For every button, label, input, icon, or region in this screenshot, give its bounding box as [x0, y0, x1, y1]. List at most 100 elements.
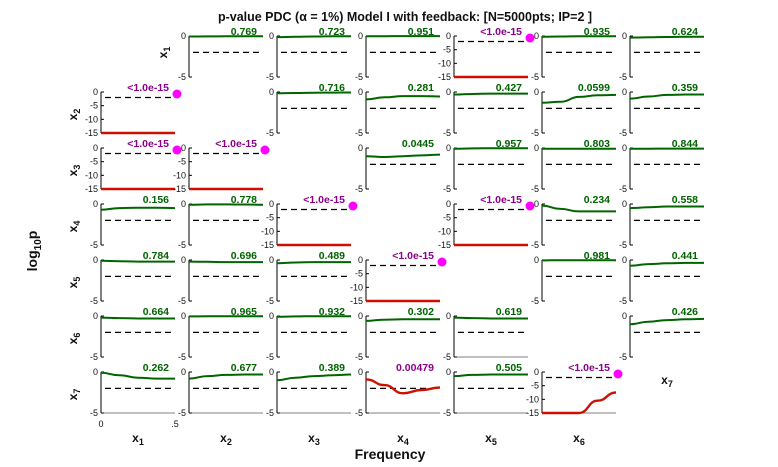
panel-r2-c5: 0 -5 0.427 — [443, 82, 528, 138]
panel-y-tick-label: 0 — [622, 311, 627, 321]
panel-y-tick-label: -5 — [355, 184, 363, 194]
panel-y-tick-label: -5 — [619, 72, 627, 82]
pvalue-curve — [365, 153, 441, 159]
panel-y-tick-label: 0 — [181, 367, 186, 377]
variable-label-subscript: 5 — [492, 437, 497, 447]
panel-y-tick-label: 0 — [622, 255, 627, 265]
pvalue-label: <1.0e-15 — [127, 82, 169, 94]
panel-y-tick-label: 0 — [446, 311, 451, 321]
variable-label-base: x — [573, 431, 580, 445]
panel-r7-c4: 0 -5 0.00479 — [355, 362, 441, 418]
pvalue-label: 0.784 — [143, 250, 169, 262]
pvalue-label: <1.0e-15 — [127, 138, 169, 150]
panel-r3-c7: 0 -5 0.844 — [619, 138, 704, 194]
pvalue-label: 0.302 — [408, 306, 434, 318]
panel-y-tick-label: 0 — [269, 199, 274, 209]
variable-label-base: x — [66, 169, 80, 176]
significance-marker — [525, 201, 535, 211]
panel-y-tick-label: -5 — [90, 157, 98, 167]
x-axis-label: Frequency — [355, 446, 426, 462]
pvalue-curve — [541, 204, 616, 213]
variable-label-subscript: 2 — [72, 109, 82, 114]
variable-label-base: x — [397, 431, 404, 445]
panel-r7-c6: 0 -5 -10 -15 <1.0e-15 — [526, 362, 623, 418]
variable-label-x6: x6 — [66, 333, 82, 345]
pvalue-label: 0.489 — [319, 250, 345, 262]
y-axis-label: log10p — [24, 231, 44, 272]
panel-y-tick-label: -15 — [261, 240, 274, 250]
variable-label-subscript: 2 — [227, 437, 232, 447]
panel-y-tick-label: -5 — [90, 296, 98, 306]
panel-r2-c4: 0 -5 0.281 — [355, 82, 441, 138]
variable-label-x1: x1 — [156, 47, 172, 59]
panel-y-tick-label: 0 — [358, 367, 363, 377]
panel-y-tick-label: 0 — [358, 87, 363, 97]
panel-y-tick-label: -5 — [178, 240, 186, 250]
variable-label-base: x — [66, 393, 80, 400]
pvalue-curve — [365, 378, 441, 395]
panel-r4-c3: 0 -5 -10 -15 <1.0e-15 — [261, 194, 358, 250]
pvalue-curve — [100, 371, 175, 380]
panel-y-tick-label: 0 — [269, 31, 274, 41]
panel-y-tick-label: -5 — [266, 296, 274, 306]
panel-r3-c5: 0 -5 0.957 — [443, 138, 528, 194]
pvalue-curve — [100, 259, 175, 263]
variable-label-subscript: 5 — [72, 277, 82, 282]
pvalue-curve — [629, 35, 705, 39]
panel-y-tick-label: -10 — [261, 226, 274, 236]
pvalue-label: 0.951 — [408, 26, 434, 38]
panel-y-tick-label: 0 — [534, 255, 539, 265]
panel-r1-c7: 0 -5 0.624 — [619, 26, 705, 82]
panel-y-tick-label: -15 — [85, 184, 98, 194]
pvalue-label: 0.778 — [231, 194, 257, 206]
panel-y-tick-label: -5 — [90, 101, 98, 111]
pvalue-curve — [365, 95, 441, 101]
pvalue-curve — [188, 260, 263, 264]
y-axis-label-part: p — [24, 231, 40, 240]
pvalue-label: 0.359 — [672, 82, 698, 94]
panel-r1-c6: 0 -5 0.935 — [531, 26, 616, 82]
pvalue-curve — [629, 93, 704, 100]
panel-r3-c2: 0 -5 -10 -15 <1.0e-15 — [173, 138, 270, 194]
panel-r7-c2: 0 -5 0.677 — [178, 362, 263, 418]
pvalue-label: 0.957 — [496, 138, 522, 150]
panel-y-tick-label: 0 — [446, 87, 451, 97]
panel-r5-c4: 0 -5 -10 -15 <1.0e-15 — [350, 250, 447, 306]
significance-marker — [260, 145, 270, 155]
panel-y-tick-label: -5 — [443, 45, 451, 55]
pvalue-label: <1.0e-15 — [303, 194, 345, 206]
pvalue-label: 0.156 — [143, 194, 169, 206]
pvalue-curve — [453, 373, 528, 378]
panel-y-tick-label: -10 — [85, 170, 98, 180]
pvalue-label: 0.769 — [231, 26, 257, 38]
pvalue-curve — [541, 93, 617, 104]
panel-y-tick-label: 0 — [93, 199, 98, 209]
panel-y-tick-label: -10 — [438, 58, 451, 68]
panel-r5-c2: 0 -5 0.696 — [178, 250, 263, 306]
panel-y-tick-label: -5 — [443, 184, 451, 194]
pvalue-label: 0.723 — [319, 26, 345, 38]
panel-y-tick-label: -5 — [266, 352, 274, 362]
panel-y-tick-label: 0 — [93, 311, 98, 321]
variable-label-base: x — [66, 113, 80, 120]
panel-r6-c7: 0 -5 0.426 — [619, 306, 705, 362]
pvalue-label: 0.664 — [143, 306, 169, 318]
variable-label-base: x — [661, 373, 668, 387]
panel-y-tick-label: -5 — [443, 128, 451, 138]
panel-y-tick-label: -10 — [438, 226, 451, 236]
panel-y-tick-label: -5 — [531, 72, 539, 82]
panel-y-tick-label: 0 — [446, 367, 451, 377]
pvalue-label: <1.0e-15 — [215, 138, 257, 150]
variable-label-x3: x3 — [66, 165, 82, 177]
variable-label-base: x — [66, 281, 80, 288]
panel-r6-c4: 0 -5 0.302 — [355, 306, 440, 362]
panel-y-tick-label: -10 — [173, 170, 186, 180]
y-axis-label-subscript: 10 — [33, 239, 44, 251]
pvalue-label: <1.0e-15 — [568, 362, 610, 374]
variable-label-x2: x2 — [220, 431, 232, 447]
pvalue-label: 0.624 — [672, 26, 698, 38]
pvalue-label: 0.935 — [584, 26, 610, 38]
panel-y-tick-label: -5 — [619, 128, 627, 138]
pvalue-label: 0.441 — [672, 250, 698, 262]
panel-r6-c3: 0 -5 0.932 — [266, 306, 351, 362]
